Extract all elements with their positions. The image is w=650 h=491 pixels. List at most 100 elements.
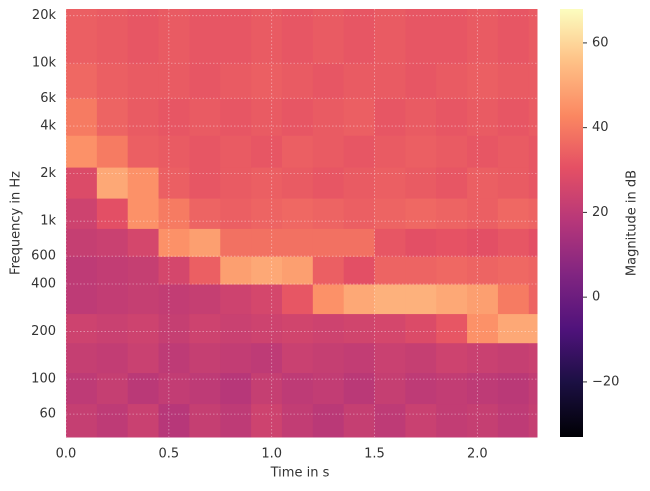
heatmap-cell: [66, 342, 98, 374]
heatmap-cell: [528, 135, 538, 168]
heatmap-cell: [528, 9, 538, 64]
heatmap-cell: [528, 98, 538, 136]
heatmap-cell: [96, 403, 129, 438]
heatmap-cell: [66, 228, 98, 257]
heatmap-cell: [405, 167, 437, 199]
heatmap-cell: [405, 342, 437, 374]
heatmap-cell: [374, 63, 406, 99]
heatmap-cell: [467, 167, 499, 199]
heatmap-cell: [281, 198, 314, 229]
x-tick-label: 0.5: [158, 447, 179, 462]
heatmap-cell: [467, 9, 499, 64]
heatmap-cell: [343, 198, 376, 229]
heatmap-cell: [189, 135, 221, 168]
heatmap-cell: [189, 63, 221, 99]
heatmap-cell: [66, 198, 98, 229]
heatmap-cell: [220, 228, 252, 257]
y-tick-label: 20k: [32, 8, 57, 23]
heatmap-cell: [467, 63, 499, 99]
heatmap-cell: [497, 167, 530, 199]
heatmap-cell: [220, 63, 252, 99]
heatmap-cell: [189, 98, 221, 136]
heatmap-cell: [528, 63, 538, 99]
heatmap-cell: [158, 63, 190, 99]
heatmap-cell: [405, 284, 437, 315]
heatmap-cell: [374, 256, 406, 285]
heatmap-cell: [96, 167, 129, 199]
heatmap-cell: [467, 284, 499, 315]
heatmap-cell: [497, 98, 530, 136]
y-tick-label: 2k: [40, 166, 56, 181]
heatmap-cell: [497, 135, 530, 168]
heatmap-cell: [497, 342, 530, 374]
heatmap-cell: [189, 284, 221, 315]
heatmap-cell: [374, 284, 406, 315]
heatmap-cell: [497, 228, 530, 257]
heatmap-cell: [158, 256, 190, 285]
heatmap-cell: [497, 256, 530, 285]
heatmap-cell: [343, 135, 376, 168]
heatmap-cell: [66, 313, 98, 344]
heatmap-cell: [436, 167, 468, 199]
colorbar-tick-label: 60: [592, 35, 609, 50]
heatmap-cell: [127, 342, 160, 374]
heatmap-cell: [158, 372, 190, 405]
heatmap-cell: [528, 372, 538, 405]
x-tick-label: 1.5: [364, 447, 385, 462]
heatmap-cell: [66, 9, 98, 64]
heatmap-cell: [96, 372, 129, 405]
y-tick-label: 600: [31, 249, 56, 264]
heatmap-cell: [343, 9, 376, 64]
y-tick-label: 400: [31, 277, 56, 292]
x-tick-label: 1.0: [261, 447, 282, 462]
heatmap-cell: [374, 342, 406, 374]
heatmap-cell: [220, 135, 252, 168]
heatmap-cell: [467, 256, 499, 285]
heatmap-cell: [127, 228, 160, 257]
heatmap-cell: [467, 98, 499, 136]
heatmap-cell: [251, 9, 283, 64]
heatmap-cell: [189, 403, 221, 438]
heatmap-cell: [189, 342, 221, 374]
heatmap-cell: [158, 9, 190, 64]
heatmap-cell: [281, 256, 314, 285]
heatmap-cell: [189, 198, 221, 229]
heatmap-cell: [251, 372, 283, 405]
heatmap-cell: [281, 63, 314, 99]
heatmap-cell: [66, 403, 98, 438]
heatmap-cell: [528, 342, 538, 374]
heatmap-cell: [374, 9, 406, 64]
heatmap-cell: [127, 313, 160, 344]
heatmap-cell: [343, 98, 376, 136]
heatmap-cell: [220, 342, 252, 374]
heatmap-cell: [436, 313, 468, 344]
heatmap-cell: [497, 403, 530, 438]
heatmap-cell: [374, 313, 406, 344]
heatmap-cell: [281, 228, 314, 257]
colorbar: [560, 9, 583, 437]
heatmap-cell: [405, 135, 437, 168]
heatmap-cell: [405, 256, 437, 285]
heatmap-cell: [405, 9, 437, 64]
heatmap-cell: [436, 63, 468, 99]
heatmap-cell: [467, 313, 499, 344]
heatmap-cell: [436, 403, 468, 438]
heatmap-cell: [405, 228, 437, 257]
heatmap-cell: [189, 167, 221, 199]
heatmap-cell: [220, 98, 252, 136]
heatmap-cell: [374, 372, 406, 405]
heatmap-cell: [189, 9, 221, 64]
heatmap-cell: [158, 284, 190, 315]
heatmap-cell: [127, 98, 160, 136]
heatmap-cell: [281, 403, 314, 438]
heatmap-cell: [467, 198, 499, 229]
y-axis-label: Frequency in Hz: [9, 171, 24, 275]
heatmap-cell: [528, 167, 538, 199]
heatmap-cell: [528, 284, 538, 315]
heatmap-cell: [220, 198, 252, 229]
heatmap-cell: [405, 403, 437, 438]
x-tick-label: 2.0: [467, 447, 488, 462]
heatmap-cell: [251, 256, 283, 285]
heatmap-cell: [312, 198, 345, 229]
